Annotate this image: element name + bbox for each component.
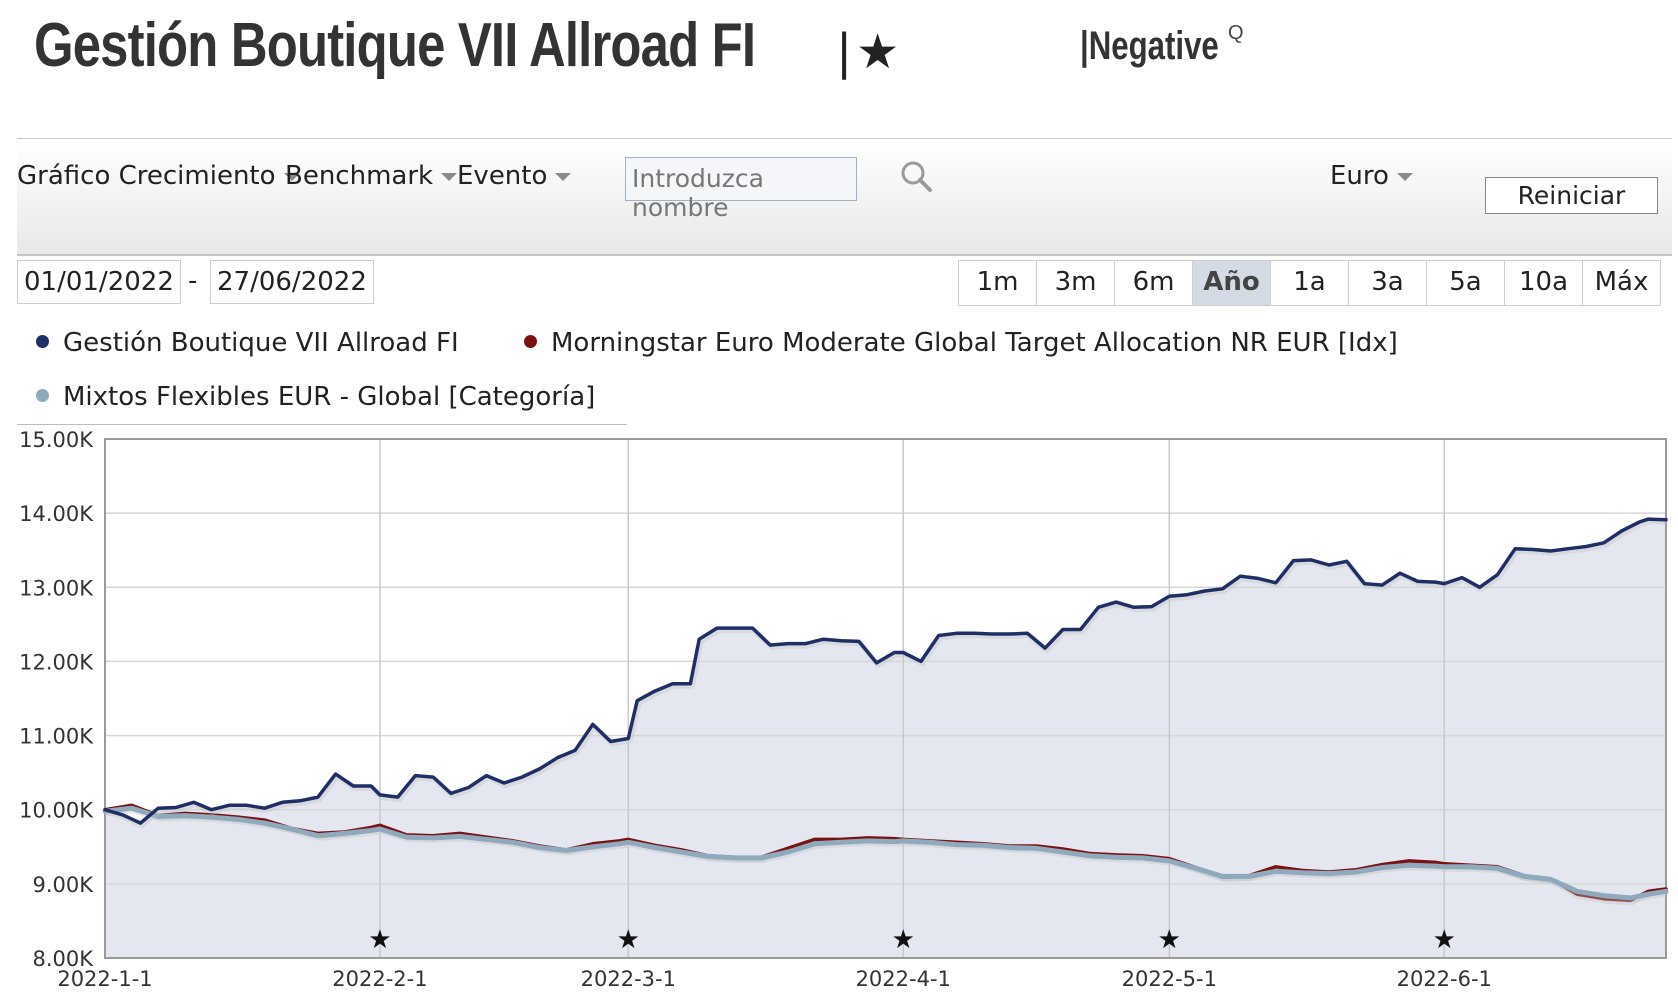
y-tick-label: 15.00K — [19, 428, 94, 452]
period-button-3m[interactable]: 3m — [1037, 261, 1115, 305]
x-tick-label: 2022-3-1 — [581, 967, 676, 991]
reset-button[interactable]: Reiniciar — [1485, 177, 1658, 214]
y-tick-label: 10.00K — [19, 799, 94, 823]
period-button-max[interactable]: Máx — [1583, 261, 1661, 305]
event-star-icon: ★ — [1433, 925, 1456, 955]
x-tick-label: 2022-4-1 — [856, 967, 951, 991]
currency-menu-label: Euro — [1330, 161, 1389, 191]
legend-item-fund[interactable]: Gestión Boutique VII Allroad FI — [36, 328, 459, 358]
fund-area-fill — [105, 519, 1666, 958]
category-line — [102, 805, 1669, 901]
legend-label: Morningstar Euro Moderate Global Target … — [551, 328, 1398, 358]
legend-dot-icon — [36, 389, 49, 402]
benchmark-menu[interactable]: Benchmark — [285, 161, 458, 191]
period-button-1m[interactable]: 1m — [959, 261, 1037, 305]
y-tick-label: 14.00K — [19, 502, 94, 526]
period-selector: 1m 3m 6m Año 1a 3a 5a 10a Máx — [958, 260, 1661, 306]
chevron-down-icon — [1396, 172, 1413, 181]
y-tick-label: 9.00K — [32, 873, 94, 897]
event-menu-label: Evento — [457, 161, 548, 191]
y-tick-label: 13.00K — [19, 576, 94, 600]
period-button-ytd[interactable]: Año — [1193, 261, 1271, 305]
event-star-icon: ★ — [368, 925, 391, 955]
x-tick-label: 2022-2-1 — [332, 967, 427, 991]
search-input[interactable]: Introduzca nombre — [625, 157, 857, 222]
star-icon: ★ — [856, 24, 900, 80]
fund-line — [103, 517, 1668, 825]
chevron-down-icon — [555, 172, 572, 181]
y-tick-label: 12.00K — [19, 650, 94, 674]
x-tick-label: 2022-5-1 — [1122, 967, 1217, 991]
legend-dot-icon — [36, 335, 49, 348]
legend-label: Mixtos Flexibles EUR - Global [Categoría… — [63, 382, 596, 412]
period-button-1a[interactable]: 1a — [1271, 261, 1349, 305]
period-button-6m[interactable]: 6m — [1115, 261, 1193, 305]
legend-item-category[interactable]: Mixtos Flexibles EUR - Global [Categoría… — [36, 382, 595, 412]
header: Gestión Boutique VII Allroad FI |★ |Nega… — [0, 0, 1678, 110]
chevron-down-icon — [283, 172, 300, 181]
benchmark-line — [103, 803, 1668, 902]
event-star-icon: ★ — [1158, 925, 1181, 955]
page-title: Gestión Boutique VII Allroad FI — [34, 11, 756, 80]
benchmark-menu-label: Benchmark — [285, 161, 434, 191]
start-date-field[interactable]: 01/01/2022 — [17, 260, 181, 304]
period-button-3a[interactable]: 3a — [1349, 261, 1427, 305]
growth-chart-menu[interactable]: Gráfico Crecimiento — [17, 161, 300, 191]
analyst-rating-superscript: Q — [1228, 22, 1244, 44]
event-menu[interactable]: Evento — [457, 161, 572, 191]
date-separator: - — [188, 266, 198, 296]
period-button-5a[interactable]: 5a — [1427, 261, 1505, 305]
legend-dot-icon — [524, 335, 537, 348]
search-icon[interactable] — [897, 157, 937, 197]
chart-toolbar: Gráfico Crecimiento Benchmark Evento Int… — [17, 138, 1672, 256]
growth-chart: 8.00K 9.00K 10.00K 11.00K 12.00K 13.00K 14.00K… — [19, 428, 1669, 991]
plot-border — [104, 438, 1667, 959]
currency-menu[interactable]: Euro — [1330, 161, 1413, 191]
chevron-down-icon — [441, 172, 458, 181]
legend-label: Gestión Boutique VII Allroad FI — [63, 328, 459, 358]
event-star-icon: ★ — [892, 925, 915, 955]
end-date-field[interactable]: 27/06/2022 — [210, 260, 374, 304]
growth-chart-menu-label: Gráfico Crecimiento — [17, 161, 276, 191]
star-rating: |★ — [836, 24, 899, 80]
x-tick-label: 2022-6-1 — [1397, 967, 1492, 991]
rating-bar: | — [836, 24, 853, 80]
period-button-10a[interactable]: 10a — [1505, 261, 1583, 305]
y-tick-label: 8.00K — [32, 947, 94, 971]
legend-divider — [17, 424, 627, 425]
x-tick-label: 2022-1-1 — [57, 967, 152, 991]
event-star-icon: ★ — [617, 925, 640, 955]
analyst-rating: |Negative — [1080, 24, 1219, 68]
legend-item-benchmark[interactable]: Morningstar Euro Moderate Global Target … — [524, 328, 1398, 358]
y-tick-label: 11.00K — [19, 725, 94, 749]
